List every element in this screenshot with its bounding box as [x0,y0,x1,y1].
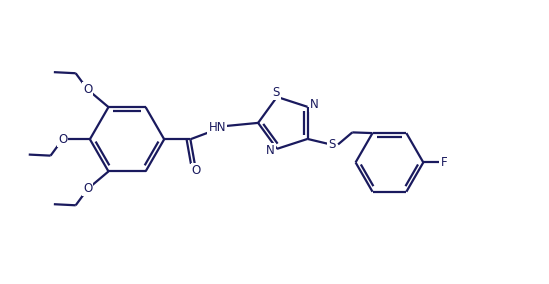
Text: S: S [272,86,279,99]
Text: F: F [441,156,447,169]
Text: O: O [58,133,67,146]
Text: N: N [310,98,318,110]
Text: O: O [83,83,92,96]
Text: O: O [83,182,92,195]
Text: S: S [328,138,335,151]
Text: HN: HN [209,121,226,134]
Text: N: N [266,144,275,157]
Text: O: O [192,164,201,177]
